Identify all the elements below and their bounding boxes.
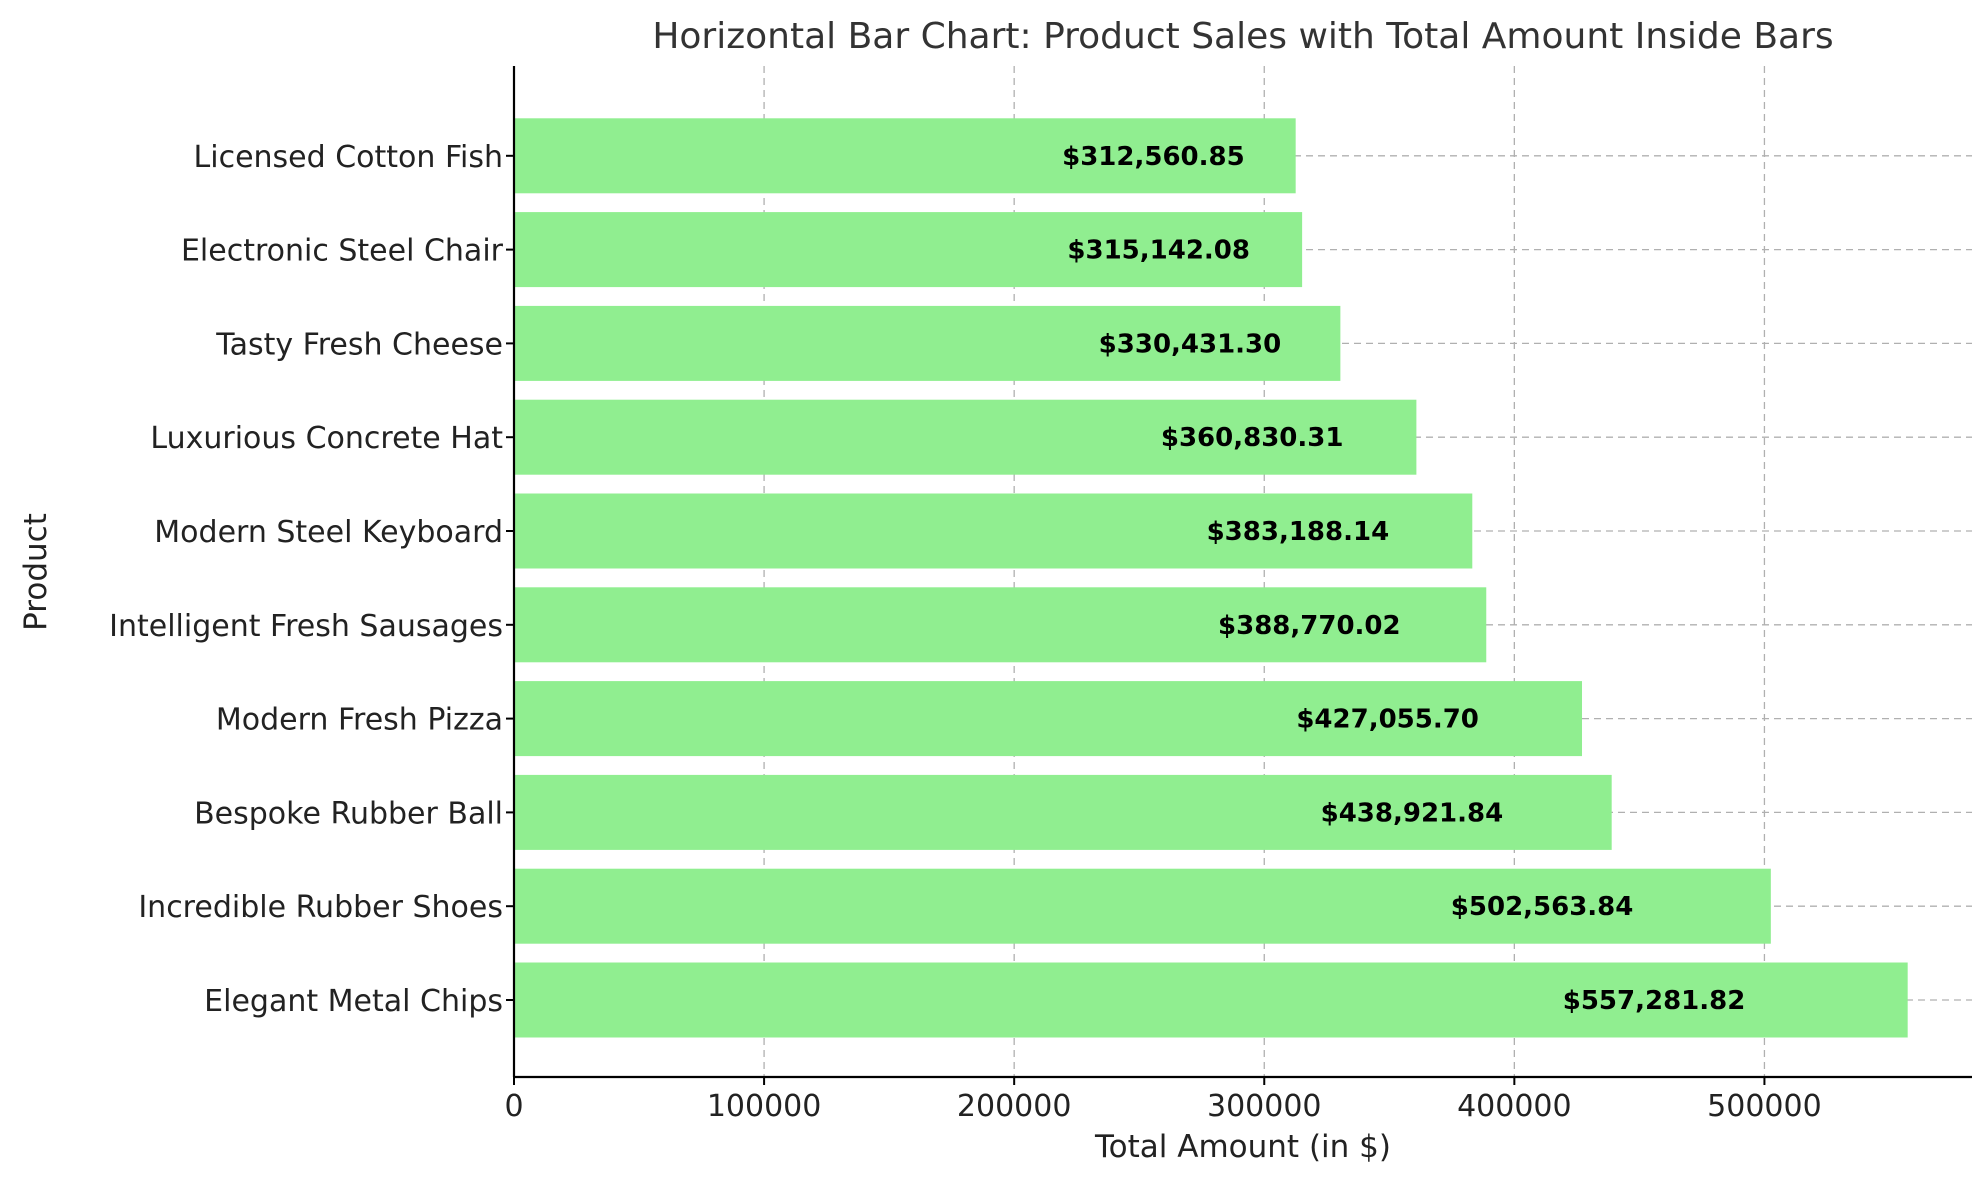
- y-tick-label: Elegant Metal Chips: [204, 984, 503, 1019]
- bar-value-label: $502,563.84: [1451, 892, 1634, 922]
- y-tick-label: Modern Fresh Pizza: [216, 703, 503, 738]
- bar: [514, 962, 1908, 1038]
- bar: [514, 305, 1341, 381]
- x-tick-label: 500000: [1707, 1089, 1822, 1124]
- bar-value-label: $383,188.14: [1207, 517, 1390, 547]
- bar: [514, 774, 1612, 850]
- bar: [514, 681, 1583, 757]
- y-tick-label: Licensed Cotton Fish: [194, 140, 503, 175]
- bar-value-label: $438,921.84: [1321, 798, 1504, 828]
- x-tick-label: 400000: [1457, 1089, 1572, 1124]
- x-tick-label: 200000: [957, 1089, 1072, 1124]
- bar-value-label: $388,770.02: [1218, 611, 1401, 641]
- bar: [514, 493, 1473, 569]
- x-tick-label: 0: [504, 1089, 523, 1124]
- bar-value-label: $427,055.70: [1296, 705, 1479, 735]
- y-tick-label: Modern Steel Keyboard: [154, 515, 503, 550]
- bar-value-label: $360,830.31: [1161, 423, 1344, 453]
- bar-value-labels: $557,281.82 $502,563.84 $438,921.84 $427,05…: [1062, 142, 1745, 1016]
- bar: [514, 399, 1417, 475]
- y-axis-label: Product: [18, 513, 54, 631]
- bar: [514, 868, 1771, 944]
- y-tick-label: Luxurious Concrete Hat: [150, 421, 503, 456]
- bar-value-label: $312,560.85: [1062, 142, 1245, 172]
- bar-value-label: $315,142.08: [1067, 236, 1250, 266]
- y-tick-label: Incredible Rubber Shoes: [138, 890, 503, 925]
- bar: [514, 118, 1296, 194]
- axes: [512, 66, 1972, 1079]
- bar-value-label: $330,431.30: [1099, 329, 1282, 359]
- x-tick-label: 100000: [707, 1089, 822, 1124]
- y-tick-label: Electronic Steel Chair: [181, 234, 504, 269]
- y-tick-label: Bespoke Rubber Ball: [194, 796, 503, 831]
- y-tick-label: Tasty Fresh Cheese: [215, 327, 503, 362]
- x-axis-ticks: 0 100000 200000 300000 400000 500000: [504, 1077, 1822, 1124]
- y-tick-label: Intelligent Fresh Sausages: [109, 609, 503, 644]
- bars: [514, 118, 1908, 1038]
- y-axis-ticks: Elegant Metal Chips Incredible Rubber Sho…: [109, 140, 514, 1019]
- chart-title: Horizontal Bar Chart: Product Sales with…: [652, 16, 1833, 57]
- bar: [514, 212, 1303, 288]
- x-tick-label: 300000: [1207, 1089, 1322, 1124]
- x-axis-label: Total Amount (in $): [1094, 1129, 1391, 1165]
- bar-value-label: $557,281.82: [1563, 986, 1746, 1016]
- bar: [514, 587, 1487, 663]
